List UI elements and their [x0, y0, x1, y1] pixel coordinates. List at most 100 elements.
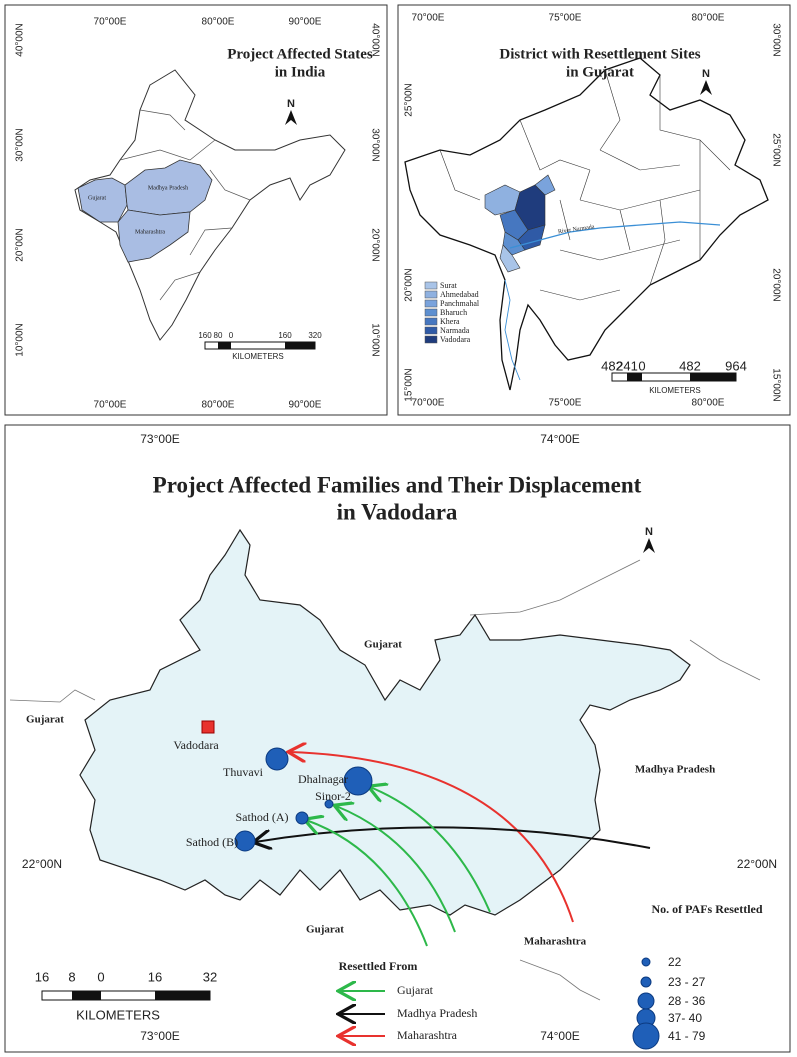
label: 80°00E [692, 398, 725, 409]
label: 0 [229, 331, 234, 340]
label: No. of PAFs Resettled [651, 902, 762, 916]
scale-bar [204, 341, 316, 350]
label: 20°00N [15, 228, 26, 261]
label: Surat [440, 281, 458, 290]
label: 23 - 27 [668, 975, 706, 989]
label: 75°00E [549, 398, 582, 409]
label: 40°00N [369, 23, 380, 56]
label: Sathod (B) [186, 835, 238, 849]
state-borders [119, 109, 251, 301]
city-marker [201, 720, 215, 734]
label: Project Affected Families and Their Disp… [153, 472, 642, 497]
label: Gujarat [364, 639, 402, 651]
label: 40°00N [15, 23, 26, 56]
label: 15°00N [404, 368, 415, 401]
label: Vadodara [173, 738, 219, 752]
label: 320 [308, 331, 322, 340]
label: River Narmada [558, 224, 596, 235]
label: 16 [35, 969, 49, 984]
label: 30°00N [369, 128, 380, 161]
label: 80°00E [202, 400, 235, 411]
label: N [702, 68, 710, 80]
region-outline [404, 57, 769, 391]
site-circles [234, 747, 373, 852]
label: 160 [198, 331, 212, 340]
label: 22°00N [737, 857, 777, 871]
label: KILOMETERS [76, 1007, 160, 1022]
label: Ahmedabad [440, 290, 479, 299]
scale-bar [41, 990, 211, 1001]
label: Project Affected States [227, 46, 373, 62]
label: 90°00E [289, 400, 322, 411]
label: 74°00E [540, 432, 580, 446]
label: 22°00N [22, 857, 62, 871]
label: 20°00N [770, 268, 781, 301]
label: Khera [440, 317, 460, 326]
outer-borders [9, 559, 761, 1001]
label: 0 [638, 358, 645, 373]
label: 90°00E [289, 17, 322, 28]
label: 15°00N [770, 368, 781, 401]
label: Gujarat [88, 195, 106, 201]
scale-bar [611, 372, 737, 382]
district-legend [424, 281, 438, 344]
label: in Gujarat [566, 64, 634, 80]
from-legend-arrows [340, 991, 385, 1036]
label: 10°00N [15, 323, 26, 356]
label: N [645, 526, 653, 538]
label: Madhya Pradesh [635, 764, 715, 776]
label: 74°00E [540, 1029, 580, 1043]
label: 28 - 36 [668, 994, 706, 1008]
size-legend-circles [632, 957, 660, 1050]
state-madhya-pradesh [124, 159, 213, 216]
label: 20°00N [369, 228, 380, 261]
label: KILOMETERS [649, 386, 701, 395]
label: 0 [97, 969, 104, 984]
label: 16 [148, 969, 162, 984]
label: 70°00E [94, 400, 127, 411]
label: Resettled From [339, 959, 418, 973]
label: 75°00E [549, 13, 582, 24]
label: 80 [214, 331, 223, 340]
label: 37- 40 [668, 1011, 702, 1025]
label: in Vadodara [337, 499, 458, 524]
label: Thuvavi [223, 765, 264, 779]
label: KILOMETERS [232, 352, 284, 361]
label: N [287, 98, 295, 110]
coast-line [504, 279, 521, 381]
label: 70°00E [412, 398, 445, 409]
label: Gujarat [306, 924, 344, 936]
label: 73°00E [140, 432, 180, 446]
label: Dhalnagar [298, 772, 348, 786]
label: 22 [668, 955, 682, 969]
label: 482 [601, 358, 623, 373]
label: Vadodara [440, 335, 471, 344]
state-maharashtra [117, 209, 191, 263]
district-panchmahal [534, 174, 556, 196]
label: 70°00E [412, 13, 445, 24]
label: 241 [616, 358, 638, 373]
label: Bharuch [440, 308, 467, 317]
label: Panchmahal [440, 299, 480, 308]
label: Maharashtra [397, 1028, 458, 1042]
north-arrow [285, 110, 297, 125]
label: 964 [725, 358, 747, 373]
label: 482 [679, 358, 701, 373]
label: Maharashtra [135, 229, 165, 235]
label: 8 [68, 969, 75, 984]
label: 25°00N [404, 83, 415, 116]
label: Madhya Pradesh [148, 185, 188, 191]
label: 30°00N [770, 23, 781, 56]
label: 160 [278, 331, 292, 340]
label: 25°00N [770, 133, 781, 166]
label: Narmada [440, 326, 470, 335]
district-bharuch [502, 231, 526, 256]
label: Gujarat [26, 714, 64, 726]
label: Sinor-2 [315, 789, 351, 803]
label: in India [275, 64, 326, 80]
label: 20°00N [404, 268, 415, 301]
label: 32 [203, 969, 217, 984]
label: District with Resettlement Sites [499, 46, 700, 62]
label: Maharashtra [524, 936, 587, 948]
